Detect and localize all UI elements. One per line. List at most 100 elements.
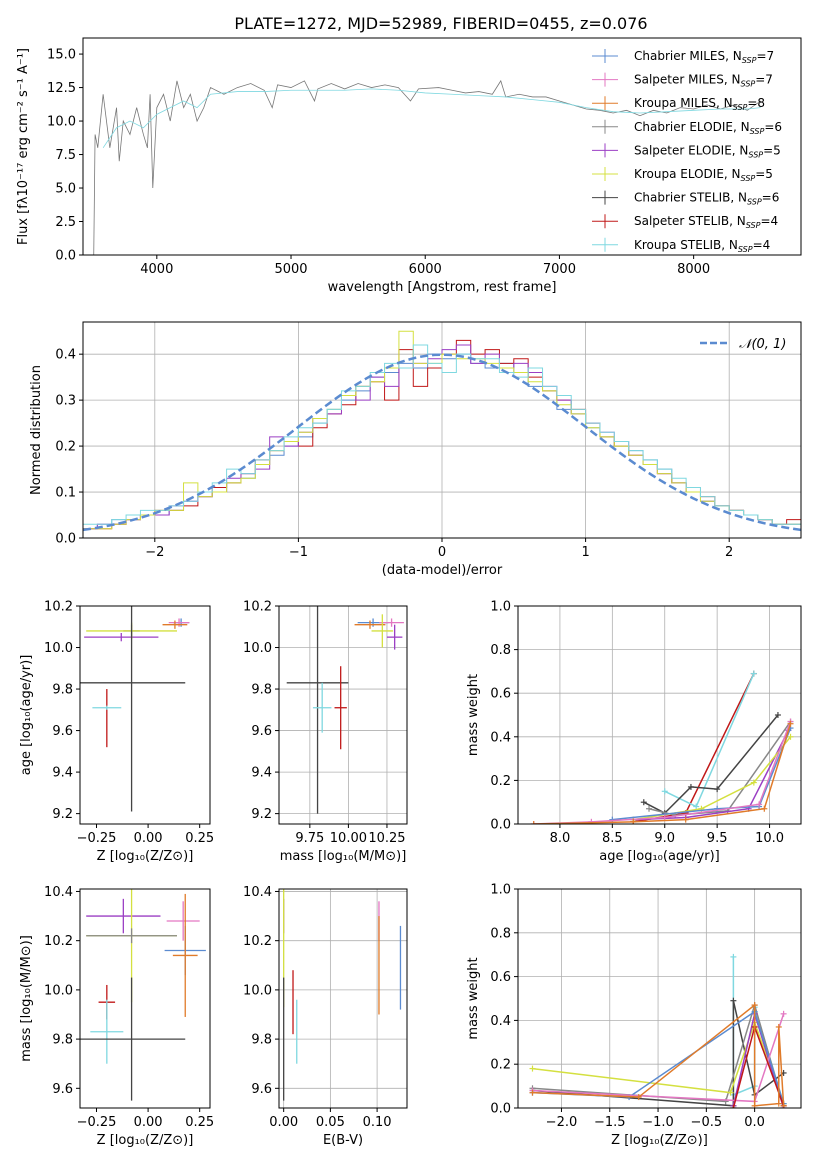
x-tick-label: 10.0 [755,831,784,846]
legend-label-sub: SSP [746,221,761,230]
legend-label: Kroupa MILES, NSSP=8 [634,96,765,112]
x-tick-label: 0.00 [134,1115,163,1130]
y-tick-label: 10.2 [44,600,73,615]
errorbar-point [312,682,332,733]
y-tick-label: 9.6 [251,1082,272,1097]
errorbar-point [86,928,177,944]
errorbar-point [386,624,403,650]
y-tick-label: 0.2 [490,1058,511,1073]
errorbar-point [84,632,159,642]
legend-item: Chabrier ELODIE, NSSP=6 [592,119,782,136]
legend-label-main: Chabrier ELODIE, N [634,120,750,134]
x-tick-label: 8.5 [602,831,623,846]
legend-item: Chabrier STELIB, NSSP=6 [592,190,779,207]
plot-area [80,889,206,1101]
x-axis-label: (data-model)/error [382,563,503,578]
legend-label-main: Kroupa STELIB, N [634,238,738,252]
legend-label-sub: SSP [748,150,763,159]
y-tick-label: 0.4 [490,730,511,745]
legend-label-sub: SSP [741,80,756,89]
x-tick-label: 0.10 [363,1115,392,1130]
y-tick-label: 0.1 [55,486,76,501]
x-tick-label: −1.0 [642,1115,674,1130]
panel-age-vs-Z: −0.25 0.00 0.25 9.2 9.4 9.6 9.8 10.0 10.2 Z [log₁… [19,600,214,865]
legend-label: 𝒩(0, 1) [739,337,786,352]
series-line [93,79,761,255]
x-tick-label: 9.0 [654,831,675,846]
legend-item: Salpeter MILES, NSSP=7 [592,72,773,89]
y-tick-label: 9.4 [251,766,272,781]
gaussian-curve [83,353,801,532]
y-tick-label: 10.2 [243,600,272,615]
x-axis-label: mass [log₁₀(M/M⊙)] [280,849,407,864]
series-line [533,723,792,824]
legend-label: Kroupa ELODIE, NSSP=5 [634,167,773,183]
axes-frame [278,605,408,825]
errorbar-point [80,977,186,1101]
x-tick-label: −2 [145,545,164,560]
legend-label-sub: SSP [747,198,762,207]
y-tick-label: 1.0 [490,883,511,898]
y-axis-label: Flux [fλ10⁻¹⁷ erg cm⁻² s⁻¹ A⁻¹] [16,48,31,245]
y-tick-label: 0.8 [490,926,511,941]
x-tick-label: −2.0 [546,1115,578,1130]
series-line [643,714,779,815]
panel-age-vs-mass: 9.75 10.00 10.25 9.2 9.4 9.6 9.8 10.0 10.2 mass [… [243,600,408,864]
legend-label: Salpeter ELODIE, NSSP=5 [634,143,781,159]
x-tick-label: 0.05 [316,1115,345,1130]
y-tick-label: 9.4 [52,766,73,781]
axes-frame [278,888,408,1109]
y-tick-label: 9.8 [52,683,73,698]
legend-label-suffix: =5 [755,167,773,181]
series-line [102,88,761,149]
panel-spectrum: 4000 5000 6000 7000 8000 0.0 2.5 5.0 7.5 10.0 12.5… [16,37,802,295]
x-tick-label: −1 [289,545,308,560]
errorbar-point [162,620,188,629]
errorbar-point [286,606,349,814]
y-tick-label: 0.8 [490,643,511,658]
x-tick-label: 0.25 [185,1115,214,1130]
legend: 𝒩(0, 1) [700,337,786,352]
errorbar-point [166,901,200,941]
errorbar-point [354,620,386,629]
legend-label-main: Salpeter MILES, N [634,73,741,87]
legend-label-suffix: =5 [763,143,781,157]
legend-label-suffix: =7 [756,49,774,63]
panel-weights-vs-Z: −2.0 −1.5 −1.0 −0.5 0.0 0.0 0.2 0.4 0.6 0.8 1.0 Z [… [466,883,802,1148]
x-axis-label: Z [log₁₀(Z/Z⊙)] [97,1133,194,1148]
y-tick-label: 0.4 [490,1014,511,1029]
y-tick-label: 0.2 [55,440,76,455]
x-axis-label: wavelength [Angstrom, rest frame] [328,280,557,295]
series-line [732,1024,785,1108]
x-tick-label: −0.25 [77,831,117,846]
y-tick-label: 12.5 [47,81,76,96]
legend-label-main: Kroupa ELODIE, N [634,167,741,181]
panel-residuals: −2 −1 0 1 2 0.0 0.1 0.2 0.3 0.4 (data-model)/error… [29,321,802,578]
y-tick-label: 9.6 [52,724,73,739]
x-tick-label: 10.00 [330,831,367,846]
legend-label-main: Kroupa MILES, N [634,96,733,110]
legend-item: Chabrier MILES, NSSP=7 [592,49,774,65]
x-tick-label: 6000 [409,262,442,277]
errorbar-point [90,999,124,1064]
x-tick-label: 0.25 [185,831,214,846]
panel-mass-vs-EBV: 0.00 0.05 0.10 9.6 9.8 10.0 10.2 10.4 E(B-V) [243,885,408,1148]
panel-weights-vs-age: 8.0 8.5 9.0 9.5 10.0 0.0 0.2 0.4 0.6 0.8 1.0 age [l… [466,600,802,864]
x-tick-label: 1 [581,545,589,560]
y-tick-label: 0.0 [55,249,76,264]
figure-title: PLATE=1272, MJD=52989, FIBERID=0455, z=0… [234,14,647,33]
y-tick-label: 10.0 [47,115,76,130]
panel-mass-vs-Z: −0.25 0.00 0.25 9.6 9.8 10.0 10.2 10.4 Z [log₁₀(… [19,885,214,1148]
y-tick-label: 9.2 [52,807,73,822]
legend-label: Chabrier STELIB, NSSP=6 [634,191,779,207]
legend-label: Salpeter STELIB, NSSP=4 [634,214,778,230]
x-axis-label: E(B-V) [323,1133,363,1148]
y-tick-label: 0.0 [490,818,511,833]
errorbar-point [172,893,198,1017]
legend-item: Salpeter STELIB, NSSP=4 [592,214,778,230]
x-tick-label: 2 [725,545,733,560]
y-tick-label: 0.6 [490,687,511,702]
y-axis-label: mass weight [466,674,481,756]
x-tick-label: 0.00 [269,1115,298,1130]
y-tick-label: 9.8 [251,683,272,698]
